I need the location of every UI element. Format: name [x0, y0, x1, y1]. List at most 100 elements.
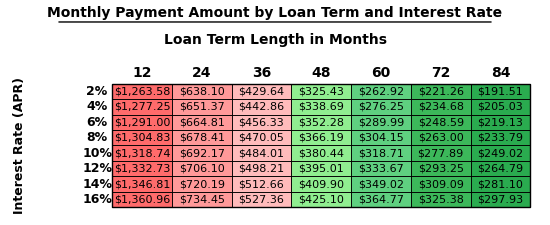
Bar — [292, 146, 351, 161]
Bar — [351, 84, 411, 99]
Text: $498.21: $498.21 — [238, 164, 284, 174]
Text: 84: 84 — [491, 66, 510, 80]
Text: $249.02: $249.02 — [477, 148, 524, 158]
Bar — [232, 161, 292, 176]
Bar — [411, 130, 471, 146]
Text: $1,277.25: $1,277.25 — [114, 102, 170, 112]
Text: $664.81: $664.81 — [179, 117, 224, 127]
Text: $293.25: $293.25 — [417, 164, 464, 174]
Bar — [172, 176, 232, 192]
Text: $263.00: $263.00 — [418, 133, 464, 143]
Bar — [172, 84, 232, 99]
Text: $720.19: $720.19 — [179, 179, 225, 189]
Bar — [411, 115, 471, 130]
Text: $304.15: $304.15 — [358, 133, 404, 143]
Text: $297.93: $297.93 — [477, 195, 524, 205]
Text: $1,263.58: $1,263.58 — [114, 86, 170, 97]
Bar — [411, 192, 471, 207]
Bar — [471, 84, 530, 99]
Text: 72: 72 — [431, 66, 450, 80]
Bar — [112, 130, 172, 146]
Text: 4%: 4% — [86, 100, 108, 113]
Text: Interest Rate (APR): Interest Rate (APR) — [13, 77, 26, 214]
Text: Loan Term Length in Months: Loan Term Length in Months — [163, 34, 387, 47]
Text: 2%: 2% — [86, 85, 108, 98]
Bar — [112, 84, 172, 99]
Text: 8%: 8% — [86, 131, 108, 144]
Bar — [471, 176, 530, 192]
Bar — [471, 192, 530, 207]
Text: $233.79: $233.79 — [477, 133, 524, 143]
Bar — [172, 161, 232, 176]
Text: 36: 36 — [252, 66, 271, 80]
Bar — [351, 99, 411, 115]
Text: $484.01: $484.01 — [239, 148, 284, 158]
Bar — [112, 146, 172, 161]
Text: Monthly Payment Amount by Loan Term and Interest Rate: Monthly Payment Amount by Loan Term and … — [47, 6, 503, 20]
Bar — [232, 115, 292, 130]
Bar — [411, 99, 471, 115]
Bar — [471, 146, 530, 161]
Text: $277.89: $277.89 — [417, 148, 464, 158]
Text: 14%: 14% — [82, 178, 112, 191]
Bar — [172, 130, 232, 146]
Bar — [112, 192, 172, 207]
Text: $219.13: $219.13 — [477, 117, 524, 127]
Bar — [411, 84, 471, 99]
Text: 60: 60 — [371, 66, 390, 80]
Bar — [232, 192, 292, 207]
Text: $678.41: $678.41 — [179, 133, 225, 143]
Text: $325.38: $325.38 — [418, 195, 464, 205]
Bar — [172, 192, 232, 207]
Text: $734.45: $734.45 — [179, 195, 225, 205]
Bar — [112, 176, 172, 192]
Text: $456.33: $456.33 — [239, 117, 284, 127]
Text: $289.99: $289.99 — [358, 117, 404, 127]
Bar — [351, 176, 411, 192]
Text: $409.90: $409.90 — [298, 179, 344, 189]
Bar — [411, 146, 471, 161]
Text: $527.36: $527.36 — [239, 195, 284, 205]
Bar — [112, 99, 172, 115]
Text: $366.19: $366.19 — [298, 133, 344, 143]
Bar — [411, 176, 471, 192]
Text: $1,332.73: $1,332.73 — [114, 164, 170, 174]
Text: $1,304.83: $1,304.83 — [114, 133, 170, 143]
Text: $512.66: $512.66 — [239, 179, 284, 189]
Text: 48: 48 — [311, 66, 331, 80]
Text: $276.25: $276.25 — [358, 102, 404, 112]
Text: $429.64: $429.64 — [238, 86, 284, 97]
Text: 6%: 6% — [86, 116, 108, 129]
Bar — [292, 192, 351, 207]
Text: $470.05: $470.05 — [239, 133, 284, 143]
Text: $706.10: $706.10 — [179, 164, 224, 174]
Text: $221.26: $221.26 — [417, 86, 464, 97]
Bar — [172, 146, 232, 161]
Text: $1,346.81: $1,346.81 — [114, 179, 170, 189]
Bar — [292, 176, 351, 192]
Bar — [292, 84, 351, 99]
Text: $281.10: $281.10 — [477, 179, 524, 189]
Bar — [351, 161, 411, 176]
Bar — [232, 146, 292, 161]
Text: 24: 24 — [192, 66, 211, 80]
Text: $395.01: $395.01 — [298, 164, 344, 174]
Text: $264.79: $264.79 — [477, 164, 524, 174]
Bar — [471, 130, 530, 146]
Text: 12%: 12% — [82, 162, 112, 175]
Bar — [351, 146, 411, 161]
Text: $1,291.00: $1,291.00 — [114, 117, 170, 127]
Text: $205.03: $205.03 — [477, 102, 524, 112]
Text: $442.86: $442.86 — [238, 102, 284, 112]
Text: $338.69: $338.69 — [298, 102, 344, 112]
Text: $380.44: $380.44 — [298, 148, 344, 158]
Text: $651.37: $651.37 — [179, 102, 224, 112]
Bar — [471, 161, 530, 176]
Text: $349.02: $349.02 — [358, 179, 404, 189]
Bar — [351, 192, 411, 207]
Text: $248.59: $248.59 — [417, 117, 464, 127]
Bar — [292, 130, 351, 146]
Bar — [471, 99, 530, 115]
Text: $692.17: $692.17 — [179, 148, 225, 158]
Bar — [292, 99, 351, 115]
